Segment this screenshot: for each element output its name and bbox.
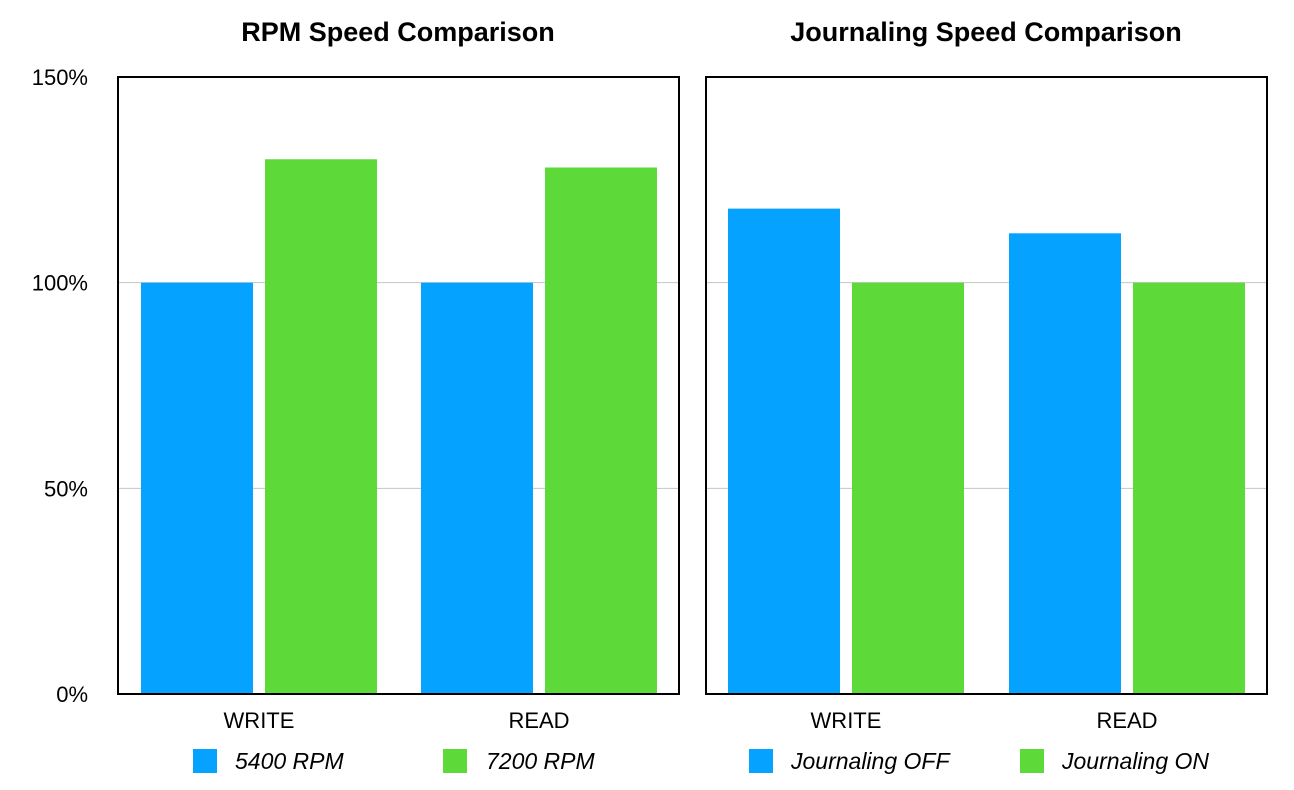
chart-title-journaling: Journaling Speed Comparison	[790, 17, 1182, 47]
chart-title-rpm: RPM Speed Comparison	[241, 17, 555, 47]
legend-label-7200-rpm: 7200 RPM	[486, 748, 596, 774]
y-tick-label: 100%	[32, 271, 88, 296]
x-axis-categories-rpm: WRITE READ	[224, 708, 570, 733]
bar-journaling-off-read	[1009, 233, 1121, 694]
legend-swatch-7200-rpm	[443, 749, 467, 773]
bar-7200-rpm-read	[545, 167, 657, 694]
plot-frame-journaling	[705, 76, 1268, 695]
bar-5400-rpm-read	[421, 282, 533, 694]
bar-5400-rpm-write	[141, 282, 253, 694]
legend-journaling: Journaling OFF Journaling ON	[749, 748, 1209, 774]
chart-journaling: Journaling Speed Comparison WRITE READ J…	[705, 17, 1268, 774]
x-axis-categories-journaling: WRITE READ	[811, 708, 1158, 733]
category-label-write: WRITE	[224, 708, 295, 733]
category-label-read: READ	[508, 708, 569, 733]
y-tick-label: 150%	[32, 65, 88, 90]
legend-rpm: 5400 RPM 7200 RPM	[193, 748, 596, 774]
legend-swatch-5400-rpm	[193, 749, 217, 773]
chart-rpm: RPM Speed Comparison 0% 50% 100% 150% WRITE…	[32, 17, 680, 774]
legend-label-5400-rpm: 5400 RPM	[235, 748, 345, 774]
bar-journaling-off-write	[728, 208, 840, 695]
legend-swatch-journaling-off	[749, 749, 773, 773]
bars-rpm	[141, 159, 657, 694]
y-axis-ticks: 0% 50% 100% 150%	[32, 65, 88, 707]
legend-label-journaling-on: Journaling ON	[1061, 748, 1209, 774]
y-tick-label: 0%	[56, 682, 88, 707]
category-label-write: WRITE	[811, 708, 882, 733]
bars-journaling	[728, 208, 1245, 695]
y-tick-label: 50%	[44, 476, 88, 501]
plot-frame-rpm	[117, 76, 680, 695]
category-label-read: READ	[1096, 708, 1157, 733]
legend-swatch-journaling-on	[1020, 749, 1044, 773]
bar-7200-rpm-write	[265, 159, 377, 694]
bar-journaling-on-write	[852, 282, 964, 694]
legend-label-journaling-off: Journaling OFF	[790, 748, 951, 774]
bar-journaling-on-read	[1133, 282, 1245, 694]
